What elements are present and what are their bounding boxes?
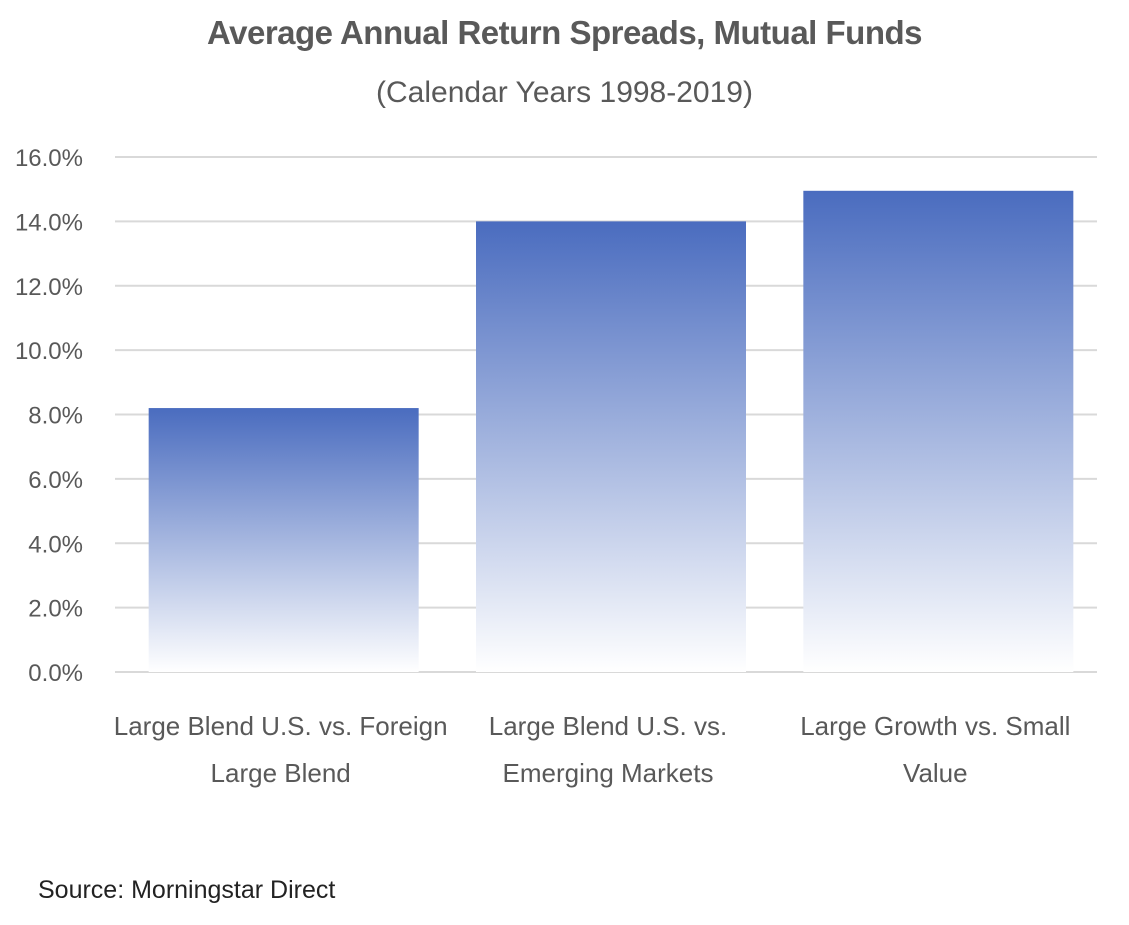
y-tick-label: 12.0%: [15, 274, 83, 301]
bar: [803, 190, 1074, 672]
chart-title: Average Annual Return Spreads, Mutual Fu…: [207, 14, 923, 51]
x-category-label: Large Growth vs. Small: [800, 711, 1070, 741]
y-tick-label: 6.0%: [28, 467, 83, 494]
y-tick-label: 16.0%: [15, 145, 83, 172]
x-category-label: Value: [903, 758, 968, 788]
x-category-label: Emerging Markets: [503, 758, 714, 788]
y-tick-label: 8.0%: [28, 403, 83, 430]
source-note: Source: Morningstar Direct: [38, 876, 336, 904]
y-tick-label: 0.0%: [28, 660, 83, 687]
bar: [148, 408, 419, 672]
x-category-label: Large Blend U.S. vs.: [489, 711, 727, 741]
y-tick-label: 2.0%: [28, 596, 83, 623]
chart-subtitle: (Calendar Years 1998-2019): [376, 76, 753, 109]
y-tick-label: 14.0%: [15, 209, 83, 236]
y-tick-label: 10.0%: [15, 338, 83, 365]
x-category-label: Large Blend: [211, 758, 351, 788]
x-category-label: Large Blend U.S. vs. Foreign: [114, 711, 448, 741]
y-tick-label: 4.0%: [28, 531, 83, 558]
x-axis-category-labels: Large Blend U.S. vs. Foreign Large Blend L…: [114, 711, 1071, 788]
y-axis-tick-labels: 0.0% 2.0% 4.0% 6.0% 8.0% 10.0% 12.0% 14.0% 16.0%: [15, 145, 83, 687]
bars: [148, 190, 1074, 672]
bar: [476, 221, 746, 672]
